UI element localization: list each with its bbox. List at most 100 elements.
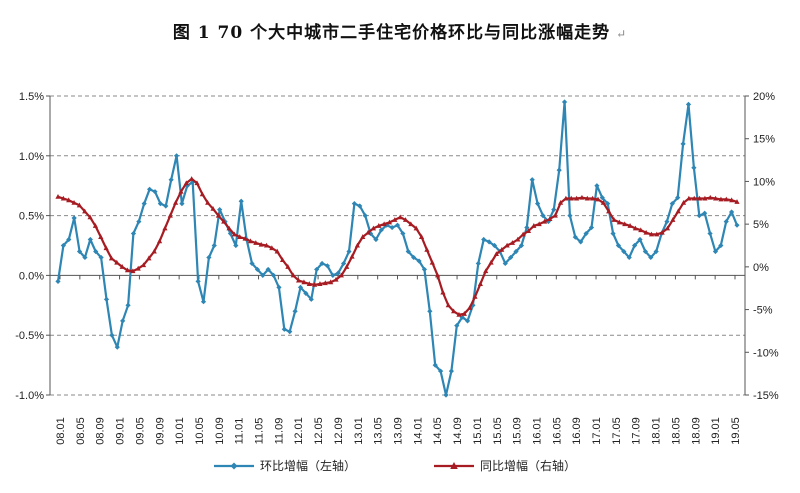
data-point	[292, 308, 298, 314]
x-tick-label: 18.09	[690, 417, 702, 445]
data-point	[258, 241, 264, 247]
data-point	[669, 201, 675, 207]
data-point	[269, 245, 275, 251]
data-point	[491, 242, 498, 249]
data-point	[183, 180, 189, 186]
data-point	[622, 221, 628, 227]
data-point	[421, 266, 428, 273]
data-point	[260, 272, 266, 278]
data-point	[578, 239, 584, 245]
data-point	[119, 264, 125, 269]
data-point	[263, 242, 270, 248]
data-point	[599, 195, 605, 201]
data-point	[254, 266, 260, 273]
data-point	[718, 242, 724, 249]
data-point	[454, 323, 460, 329]
data-point	[378, 227, 384, 233]
return-mark-icon: ↵	[616, 27, 628, 41]
x-tick-label: 11.05	[254, 418, 266, 445]
data-point	[529, 177, 535, 183]
left-tick-label: 0.5%	[19, 211, 44, 223]
x-tick-label: 19.05	[730, 417, 742, 445]
data-point	[605, 201, 611, 207]
data-point	[136, 218, 142, 225]
data-point	[199, 191, 205, 197]
data-point	[82, 254, 88, 261]
series-group	[55, 99, 740, 398]
data-point	[574, 195, 580, 201]
right-tick-label: -15%	[753, 390, 779, 402]
legend-label: 同比增幅（右轴）	[480, 458, 576, 473]
data-point	[285, 264, 291, 269]
data-point	[590, 195, 596, 201]
data-point	[330, 272, 336, 278]
data-point	[584, 195, 590, 201]
data-point	[734, 199, 740, 204]
data-point	[557, 199, 564, 205]
data-point	[520, 231, 526, 237]
data-point	[114, 259, 120, 265]
data-point	[486, 239, 492, 245]
data-point	[434, 272, 441, 278]
data-point	[547, 216, 553, 222]
x-tick-label: 08.05	[75, 417, 87, 445]
x-tick-label: 11.09	[273, 418, 285, 445]
data-point	[664, 225, 671, 231]
data-point	[611, 217, 617, 222]
x-tick-label: 15.01	[472, 417, 484, 445]
left-tick-label: -1.0%	[15, 390, 44, 402]
chart-title: 图 1 70 个大中城市二手住宅价格环比与同比涨幅走势 ↵	[0, 18, 800, 43]
data-point	[130, 230, 137, 237]
data-point	[615, 242, 622, 249]
data-point	[295, 277, 302, 283]
left-tick-label: 0.0%	[19, 270, 44, 282]
data-point	[702, 210, 708, 216]
data-point	[200, 299, 207, 305]
data-point	[579, 194, 585, 200]
data-point	[588, 224, 595, 231]
data-point	[341, 260, 347, 267]
data-point	[707, 230, 713, 237]
data-point	[195, 278, 201, 284]
data-point	[594, 183, 600, 189]
data-point	[360, 234, 366, 239]
x-tick-label: 17.01	[591, 417, 603, 445]
data-point	[583, 230, 589, 237]
data-point	[270, 272, 277, 278]
data-point	[670, 217, 676, 222]
data-point	[429, 259, 435, 265]
left-axis-labels: -1.0% -0.5% 0.0% 0.5% 1.0% 1.5%	[15, 91, 44, 402]
data-point	[394, 222, 401, 228]
data-point	[373, 236, 379, 243]
data-point	[729, 209, 735, 215]
data-point	[249, 260, 255, 267]
data-point	[552, 212, 558, 218]
data-point	[600, 199, 606, 205]
data-point	[322, 280, 328, 286]
data-point	[351, 201, 357, 207]
data-point	[440, 289, 446, 295]
data-point	[643, 229, 649, 235]
data-point	[499, 246, 505, 252]
data-point	[696, 213, 702, 219]
x-tick-label: 16.01	[531, 417, 543, 445]
x-tick-label: 15.09	[512, 417, 524, 445]
data-point	[290, 272, 296, 278]
x-tick-label: 10.01	[174, 417, 186, 445]
right-tick-label: 0%	[753, 262, 769, 274]
data-point	[152, 189, 158, 195]
x-tick-label: 17.05	[611, 417, 623, 445]
x-tick-label: 18.01	[651, 417, 663, 445]
data-point	[365, 229, 371, 235]
data-point	[691, 195, 697, 201]
data-point	[707, 194, 713, 200]
data-point	[71, 215, 77, 221]
data-point	[162, 225, 168, 231]
data-point	[103, 296, 110, 302]
data-point	[308, 296, 314, 302]
data-point	[563, 195, 569, 201]
data-point	[76, 248, 83, 255]
data-point	[438, 368, 444, 374]
data-point	[82, 208, 88, 214]
data-point	[233, 242, 239, 249]
